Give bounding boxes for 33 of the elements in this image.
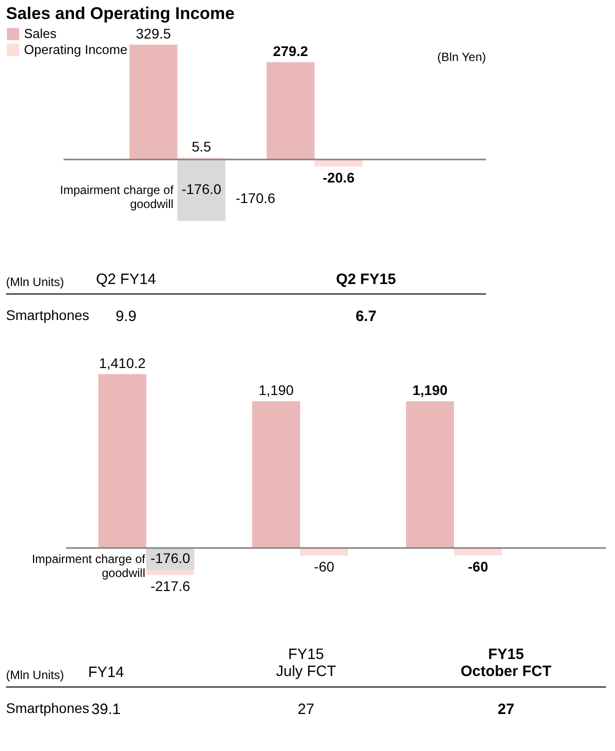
data-label: -60: [314, 558, 334, 574]
data-label: 1,410.2: [98, 355, 146, 372]
text: 27: [298, 701, 314, 718]
text: (Mln Units): [6, 668, 64, 682]
text: 39.1: [91, 701, 121, 718]
text: Smartphones: [6, 700, 90, 716]
data-label: -20.6: [322, 170, 355, 186]
x-tick-label: FY14: [88, 664, 124, 681]
data-label: 329.5: [136, 26, 172, 42]
y-axis-title: (Bln Yen): [437, 50, 486, 64]
text: Smartphones: [6, 307, 90, 323]
data-label: 279.2: [273, 43, 308, 60]
text: 6.7: [356, 308, 376, 325]
data-label: 5.5: [192, 138, 212, 155]
series-label: Impairment charge of goodwill: [32, 552, 146, 580]
legend-label: Operating Income: [24, 42, 128, 57]
x-tick-label: FY15 July FCT: [276, 646, 336, 680]
annotation: -170.6: [236, 190, 276, 206]
text: (Mln Units): [6, 275, 64, 289]
text: 9.9: [116, 308, 136, 325]
legend-label: Sales: [24, 26, 58, 41]
x-tick-label: Q2 FY15: [336, 271, 396, 288]
series-label: Impairment charge of goodwill: [60, 183, 174, 212]
chart-title: Sales and Operating Income: [6, 4, 235, 23]
text: 27: [498, 701, 514, 718]
x-tick-label: FY15 October FCT: [460, 646, 552, 680]
x-tick-label: Q2 FY14: [96, 271, 156, 288]
data-label: -176.0: [182, 181, 222, 198]
data-label: -176.0: [150, 550, 190, 566]
data-label: 1,190: [258, 382, 294, 398]
data-label: -217.6: [150, 578, 190, 594]
data-label: -60: [468, 558, 488, 574]
data-label: 1,190: [412, 382, 448, 398]
